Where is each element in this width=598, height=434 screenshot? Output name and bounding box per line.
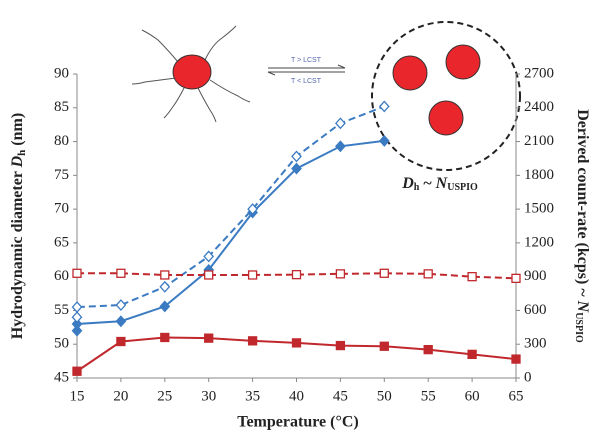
marker [116,336,126,347]
y-tick-label: 85 [54,99,69,115]
y2-tick-label: 1200 [524,234,554,250]
y2-tick-label: 2400 [524,99,554,115]
x-tick-label: 65 [509,388,524,404]
marker [247,203,258,216]
marker [378,134,390,147]
arrows [267,64,346,76]
y-tick-label: 80 [54,133,69,149]
y-tick-label: 45 [54,369,69,385]
formula-part: h [414,182,420,193]
formula: Dh ~ NUSPIO [401,175,478,194]
label-part: N [574,300,591,314]
marker [115,315,127,328]
marker [71,311,83,324]
y-axis-label: Hydrodynamic diameter Dh (nm) [9,113,28,339]
y-tick-label: 70 [54,201,69,217]
x-axis-label: Temperature (°C) [237,414,358,431]
marker [72,366,82,376]
x-tick-label: 40 [289,388,304,404]
series-line [76,105,385,318]
marker [204,270,214,280]
cluster-outline [371,21,521,171]
y-tick-label: 55 [54,302,69,318]
marker [71,317,83,330]
marker [203,250,215,263]
marker [160,270,170,280]
particle [172,54,212,90]
y-tick-label: 50 [54,336,69,352]
marker [335,140,346,153]
cluster [392,44,481,136]
y2-tick-label: 1800 [524,167,554,183]
y2-tick-label: 300 [524,336,547,352]
marker [291,162,302,175]
marker [204,333,214,343]
x-tick-label: 20 [113,388,128,404]
x-tick-label: 25 [157,388,172,404]
marker [335,117,346,130]
y-tick-label: 90 [54,65,69,81]
marker [71,301,83,314]
label-part: Derived count-rate (kcps) ~ [574,109,591,300]
marker [379,341,389,351]
x-tick-label: 60 [465,388,480,404]
marker [511,354,521,364]
label-part: USPIO [573,312,584,343]
x-tick-label: 30 [201,388,216,404]
label-part: Hydrodynamic diameter [9,167,26,339]
formula-part: ~ [419,175,435,192]
formula-part: N [435,175,449,192]
marker [159,300,171,313]
y2-tick-label: 2700 [524,65,554,81]
marker [247,270,258,280]
y-tick-label: 75 [54,167,69,183]
x-tick-label: 55 [421,388,436,404]
y2-tick-label: 600 [524,302,547,318]
y-tick-label: 65 [54,234,69,250]
marker [335,269,346,279]
marker [335,340,346,351]
marker [423,269,433,279]
annotation: T > LCST [291,57,322,64]
y2-tick-label: 1500 [524,201,554,217]
label-part: h [16,150,28,156]
x-tick-label: 35 [245,388,260,404]
marker [467,272,477,282]
marker [71,324,83,337]
marker [291,338,302,348]
formula-part: D [401,175,414,192]
marker [379,268,389,278]
y2-tick-label: 900 [524,268,547,284]
marker [423,344,433,355]
marker [511,273,521,284]
y2-axis-label: Derived count-rate (kcps) ~ NUSPIO [573,109,592,343]
marker [291,150,302,163]
marker [72,268,82,278]
marker [115,299,127,312]
marker [291,269,302,280]
y2-tick-label: 2100 [524,133,554,149]
x-tick-label: 50 [377,388,392,404]
x-tick-label: 45 [333,388,348,404]
y2-tick-label: 0 [524,369,532,385]
illustration [131,25,251,123]
marker [116,268,126,278]
marker [247,336,258,346]
x-tick-label: 15 [70,388,85,404]
series-line [77,272,517,280]
marker [378,100,390,113]
formula-part: USPIO [447,182,478,193]
marker [160,332,170,343]
marker [467,349,477,360]
label-part: (nm) [9,113,26,150]
label-part: D [9,155,26,168]
marker [159,280,171,293]
annotation: T < LCST [291,78,322,85]
y-tick-label: 60 [54,268,69,284]
